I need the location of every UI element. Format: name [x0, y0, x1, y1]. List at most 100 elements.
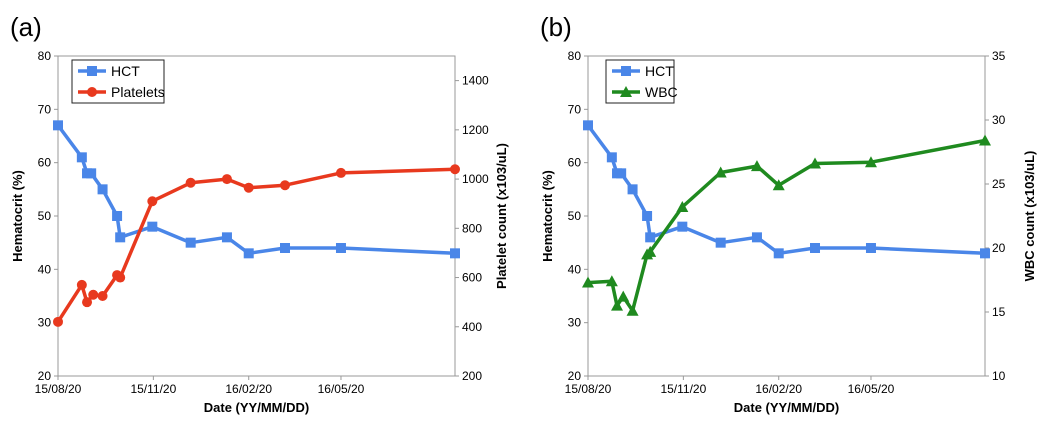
legend-label: HCT — [645, 63, 674, 79]
x-tick-label: 15/08/20 — [565, 382, 612, 396]
data-point — [53, 120, 63, 131]
panel-a: (a) 20 30 40 50 60 70 80 200 400 600 800 1000 1200 140… — [10, 12, 509, 415]
y2-tick-label: 1200 — [462, 123, 489, 137]
y-tick-label: 80 — [38, 49, 52, 63]
y2-tick-label: 30 — [992, 113, 1006, 127]
legend-swatch-marker — [621, 66, 631, 76]
data-point — [715, 237, 726, 248]
data-point — [642, 211, 653, 221]
data-point — [115, 272, 126, 283]
data-point — [82, 297, 93, 308]
y-tick-label: 60 — [38, 156, 52, 170]
x-tick-label: 16/02/20 — [755, 382, 802, 396]
data-point — [86, 168, 97, 179]
y2-tick-label: 800 — [462, 221, 482, 235]
legend: HCT WBC — [605, 59, 678, 104]
y2-tick-label: 35 — [992, 49, 1006, 63]
y-tick-label: 40 — [38, 262, 52, 276]
data-point — [147, 196, 158, 207]
data-point — [583, 120, 593, 131]
x-tick-label: 15/11/20 — [660, 382, 706, 396]
y2-tick-label: 600 — [462, 271, 482, 285]
data-point — [112, 211, 123, 221]
y-tick-label: 70 — [568, 102, 582, 116]
data-point — [76, 152, 87, 163]
legend-swatch-marker — [620, 86, 632, 97]
data-point — [335, 243, 346, 253]
legend-box — [605, 59, 675, 104]
data-point — [772, 179, 785, 191]
y2-axis-label: Platelet count (x103/uL) — [494, 143, 509, 289]
y-tick-label: 80 — [568, 49, 582, 63]
y-axis-label: Hematocrit (%) — [10, 170, 25, 262]
data-point — [606, 152, 617, 163]
data-point — [582, 276, 594, 288]
data-point — [676, 201, 689, 213]
y2-tick-label: 400 — [462, 320, 482, 334]
data-point — [76, 279, 87, 290]
series-hct — [583, 120, 990, 259]
legend-label: WBC — [645, 84, 678, 100]
x-tick-label: 15/08/20 — [35, 382, 82, 396]
data-point — [865, 243, 876, 253]
data-point — [864, 156, 877, 168]
y-tick-label: 50 — [38, 209, 52, 223]
x-tick-label: 15/11/20 — [130, 382, 176, 396]
data-point — [677, 221, 688, 232]
series-hct — [53, 120, 460, 259]
panel-b: (b) 20 30 40 50 60 70 80 10 15 20 25 30 35 15/08/20 15/… — [540, 12, 1037, 415]
data-point — [280, 180, 291, 191]
y-tick-label: 60 — [568, 156, 582, 170]
data-point — [88, 289, 99, 300]
data-point — [979, 134, 991, 146]
data-point — [185, 177, 196, 188]
data-point — [450, 248, 460, 259]
y-tick-label: 40 — [568, 262, 582, 276]
data-point — [810, 243, 821, 253]
data-point — [980, 248, 990, 259]
x-axis-label: Date (YY/MM/DD) — [734, 400, 839, 415]
data-point — [221, 174, 232, 185]
y-tick-label: 20 — [38, 369, 52, 383]
y2-tick-label: 10 — [992, 369, 1006, 383]
data-point — [147, 221, 158, 232]
data-point — [616, 168, 627, 179]
data-point — [243, 182, 254, 193]
y2-tick-label: 15 — [992, 305, 1006, 319]
y2-axis-label: WBC count (x103/uL) — [1022, 151, 1037, 282]
series-wbc — [582, 134, 991, 316]
y-tick-label: 30 — [568, 316, 582, 330]
x-axis-label: Date (YY/MM/DD) — [204, 400, 309, 415]
data-point — [97, 291, 108, 301]
data-point — [611, 299, 624, 311]
data-point — [626, 304, 639, 316]
data-point — [97, 184, 108, 195]
y2-tick-label: 1000 — [462, 172, 489, 186]
y-tick-label: 50 — [568, 209, 582, 223]
data-point — [750, 160, 763, 172]
legend-label: Platelets — [111, 84, 165, 100]
data-point — [280, 243, 291, 253]
y-tick-label: 70 — [38, 102, 52, 116]
legend-swatch-marker — [87, 66, 97, 76]
y2-tick-label: 200 — [462, 369, 482, 383]
data-point — [751, 232, 762, 243]
data-point — [644, 245, 657, 257]
data-point — [243, 248, 254, 259]
data-point — [605, 275, 618, 287]
data-point — [809, 157, 822, 169]
y2-tick-label: 25 — [992, 177, 1006, 191]
series-platelets — [53, 164, 460, 327]
x-tick-label: 16/05/20 — [318, 382, 365, 396]
legend: HCT Platelets — [71, 59, 165, 104]
data-point — [773, 248, 784, 259]
data-point — [115, 232, 126, 243]
data-point — [627, 184, 638, 195]
x-tick-label: 16/05/20 — [848, 382, 895, 396]
data-point — [714, 166, 727, 178]
data-point — [185, 237, 196, 248]
data-point — [450, 164, 460, 175]
y-tick-label: 30 — [38, 316, 52, 330]
panel-label: (a) — [10, 12, 42, 42]
